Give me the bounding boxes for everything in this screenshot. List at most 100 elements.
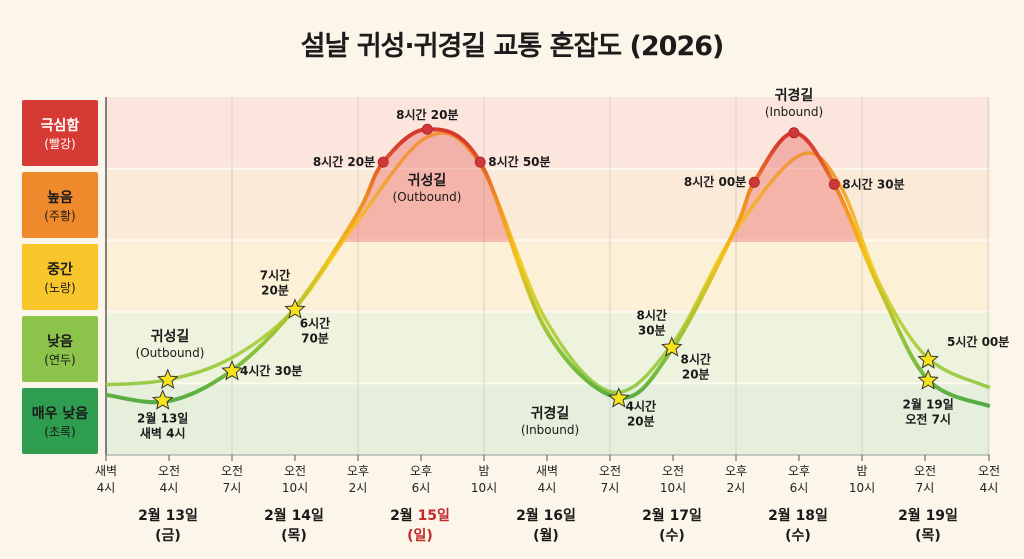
annotation-label: 8시간 bbox=[637, 308, 667, 323]
annotation-label: 8시간 20분 bbox=[396, 107, 458, 122]
peak-fill-area bbox=[340, 129, 860, 242]
annotation-label: 8시간 20분 bbox=[313, 154, 375, 169]
annotation-label: 8시간 00분 bbox=[684, 174, 746, 189]
date-day: 19일 bbox=[926, 508, 958, 524]
peak-dot-marker bbox=[421, 123, 433, 135]
peak-dot-marker bbox=[377, 156, 389, 168]
x-tick-label: 2시 bbox=[349, 481, 368, 495]
legend-level-box: 중간 (노랑) bbox=[22, 244, 98, 310]
date-label: 2월 17일 bbox=[642, 507, 702, 524]
legend-level-label: 매우 낮음 bbox=[31, 405, 89, 422]
peak-dot-marker bbox=[828, 178, 840, 190]
annotation-label: 20분 bbox=[682, 368, 710, 382]
peak-dot-marker bbox=[788, 127, 800, 139]
x-tick-label: 오후 bbox=[788, 464, 810, 478]
weekday-label: (일) bbox=[407, 528, 433, 544]
x-tick-label: 오전 bbox=[662, 464, 684, 478]
legend-level-label: 낮음 bbox=[47, 333, 73, 350]
series-name-label: 귀경길 bbox=[531, 405, 570, 422]
series-sub-label: (Outbound) bbox=[136, 346, 205, 360]
x-tick-label: 10시 bbox=[660, 481, 686, 495]
annotation-label: 70분 bbox=[301, 332, 329, 346]
weekday-label: (목) bbox=[915, 528, 941, 544]
annotation-label: 20분 bbox=[261, 284, 289, 298]
series-sub-label: (Inbound) bbox=[765, 105, 823, 119]
x-tick-label: 오후 bbox=[725, 464, 747, 478]
annotation-label: 오전 7시 bbox=[905, 412, 951, 427]
annotation-label: 7시간 bbox=[260, 268, 290, 283]
date-month: 2월 bbox=[516, 507, 544, 524]
x-tick-label: 오전 bbox=[221, 464, 243, 478]
star-marker bbox=[917, 369, 939, 390]
x-tick-label: 6시 bbox=[412, 481, 431, 495]
weekday-label: (금) bbox=[155, 528, 181, 544]
legend-color-name: (초록) bbox=[44, 424, 76, 439]
series-name-label: 귀성길 bbox=[151, 328, 190, 345]
annotation-label: 2월 13일 bbox=[137, 411, 188, 426]
date-month: 2월 bbox=[768, 507, 796, 524]
x-tick-label: 새벽 bbox=[536, 464, 558, 478]
x-tick-label: 4시 bbox=[538, 481, 557, 495]
annotation-label: 4시간 30분 bbox=[240, 363, 302, 378]
legend-level-box: 극심함 (빨강) bbox=[22, 100, 98, 166]
x-tick-label: 새벽 bbox=[95, 464, 117, 478]
date-label: 2월 15일 bbox=[390, 507, 450, 524]
date-label: 2월 16일 bbox=[516, 507, 576, 524]
x-tick-label: 10시 bbox=[849, 481, 875, 495]
x-tick-label: 10시 bbox=[471, 481, 497, 495]
legend-level-box: 높음 (주황) bbox=[22, 172, 98, 238]
x-tick-label: 6시 bbox=[790, 481, 809, 495]
x-tick-label: 오전 bbox=[599, 464, 621, 478]
annotation-label: 새벽 4시 bbox=[140, 426, 186, 441]
star-marker bbox=[660, 336, 683, 357]
legend-color-name: (주황) bbox=[44, 208, 76, 223]
weekday-label: (월) bbox=[533, 527, 559, 544]
x-tick-label: 오후 bbox=[347, 464, 369, 478]
star-marker bbox=[917, 348, 939, 369]
x-tick-label: 7시 bbox=[916, 481, 935, 495]
date-day: 17일 bbox=[670, 508, 702, 524]
chart-title: 설날 귀성·귀경길 교통 혼잡도 (2026) bbox=[300, 31, 725, 62]
date-month: 2월 bbox=[264, 507, 292, 524]
annotation-label: 2월 19일 bbox=[902, 397, 953, 412]
series-sub-label: (Outbound) bbox=[393, 190, 462, 204]
star-marker bbox=[608, 387, 630, 408]
star-marker bbox=[284, 298, 306, 319]
x-tick-label: 2시 bbox=[727, 481, 746, 495]
peak-dot-marker bbox=[748, 176, 760, 188]
series-name-label: 귀경길 bbox=[775, 87, 814, 104]
legend-level-box: 낮음 (연두) bbox=[22, 316, 98, 382]
x-tick-label: 오전 bbox=[978, 464, 1000, 478]
x-tick-label: 오전 bbox=[914, 464, 936, 478]
congestion-band bbox=[106, 97, 990, 169]
legend-level-label: 극심함 bbox=[40, 117, 80, 134]
legend-color-name: (연두) bbox=[44, 352, 76, 367]
star-marker bbox=[221, 359, 243, 381]
x-tick-label: 4시 bbox=[980, 481, 999, 495]
legend-level-label: 중간 bbox=[47, 261, 73, 278]
date-label: 2월 14일 bbox=[264, 507, 324, 524]
x-tick-label: 오후 bbox=[410, 464, 432, 478]
star-marker bbox=[151, 389, 174, 410]
weekday-label: (수) bbox=[785, 528, 811, 544]
x-tick-label: 7시 bbox=[223, 481, 242, 495]
annotation-label: 8시간 50분 bbox=[488, 154, 550, 169]
date-month: 2월 bbox=[898, 507, 926, 524]
annotation-label: 20분 bbox=[627, 414, 655, 428]
annotation-label: 5시간 00분 bbox=[947, 334, 1009, 349]
date-month: 2월 bbox=[642, 507, 670, 524]
legend-level-label: 높음 bbox=[47, 189, 73, 206]
series-name-label: 귀성길 bbox=[408, 172, 447, 189]
x-tick-label: 오전 bbox=[284, 464, 306, 478]
congestion-band bbox=[106, 383, 990, 455]
series-sub-label: (Inbound) bbox=[521, 423, 579, 437]
annotation-label: 30분 bbox=[638, 324, 666, 338]
date-day: 13일 bbox=[166, 508, 198, 524]
legend-color-name: (노랑) bbox=[44, 280, 76, 295]
date-label: 2월 18일 bbox=[768, 507, 828, 524]
weekday-label: (수) bbox=[659, 528, 685, 544]
star-marker bbox=[156, 368, 179, 389]
peak-dot-marker bbox=[474, 156, 486, 168]
date-day: 18일 bbox=[796, 508, 828, 524]
